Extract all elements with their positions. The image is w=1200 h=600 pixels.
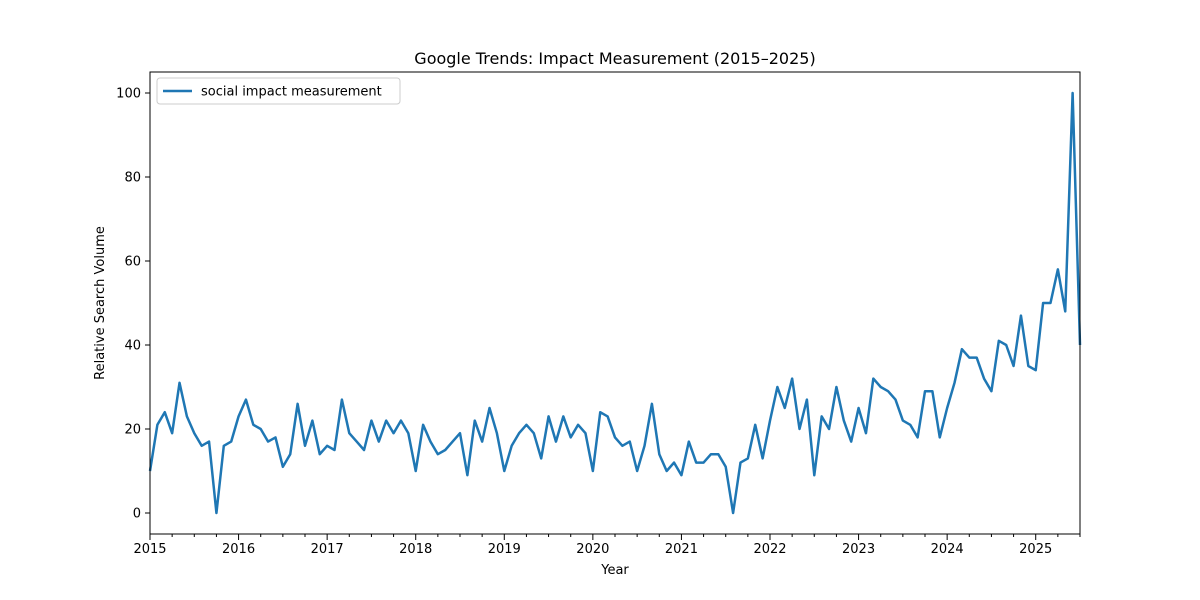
- x-tick-label: 2025: [1019, 542, 1052, 557]
- x-tick-label: 2018: [399, 542, 432, 557]
- x-tick-label: 2022: [753, 542, 786, 557]
- y-tick-label: 40: [124, 339, 141, 354]
- x-tick-label: 2024: [931, 542, 964, 557]
- x-tick-label: 2019: [488, 542, 521, 557]
- chart-title: Google Trends: Impact Measurement (2015–…: [414, 49, 815, 68]
- y-axis: 0 20 40 60 80 100: [116, 87, 150, 522]
- y-tick-label: 100: [116, 87, 141, 102]
- y-tick-label: 60: [124, 255, 141, 270]
- x-axis: 2015 2016 2017 2018 2019 2020 2021 2022 2023 2024…: [133, 534, 1081, 557]
- legend-box: [156, 77, 401, 105]
- y-axis-label: Relative Search Volume: [93, 226, 108, 380]
- x-tick-label: 2015: [133, 542, 166, 557]
- y-tick-label: 20: [124, 423, 141, 438]
- x-tick-label: 2021: [665, 542, 698, 557]
- x-tick-label: 2016: [222, 542, 255, 557]
- x-tick-label: 2020: [576, 542, 609, 557]
- series-line-0: [148, 91, 1082, 515]
- x-axis-label: Year: [600, 563, 629, 578]
- legend-label: social impact measurement: [201, 85, 382, 100]
- legend: social impact measurement: [156, 77, 401, 105]
- y-tick-label: 80: [124, 171, 141, 186]
- x-tick-label: 2017: [311, 542, 344, 557]
- y-tick-label: 0: [133, 507, 141, 522]
- x-tick-label: 2023: [842, 542, 875, 557]
